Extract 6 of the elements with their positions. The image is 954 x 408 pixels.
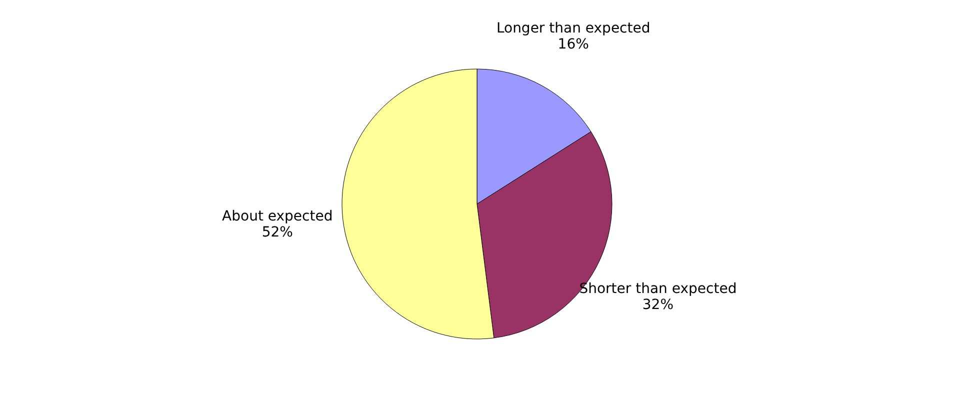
slice-label: About expected xyxy=(222,208,333,225)
data-label: 16% xyxy=(558,36,589,53)
data-label: 52% xyxy=(262,224,293,241)
slice-label: Shorter than expected xyxy=(579,281,737,298)
slice-label: Longer than expected xyxy=(496,20,650,37)
data-label: 32% xyxy=(642,297,674,314)
